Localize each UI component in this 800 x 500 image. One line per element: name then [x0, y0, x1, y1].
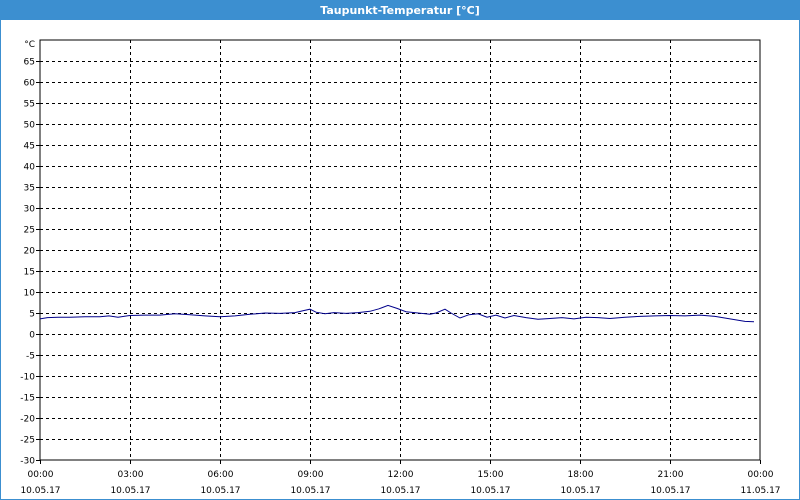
y-tick-label: 45 — [24, 142, 35, 152]
series — [39, 304, 755, 323]
x-tick-date-label: 10.05.17 — [290, 486, 330, 496]
x-tick-date-label: 10.05.17 — [110, 486, 150, 496]
y-tick-label: 15 — [24, 268, 35, 278]
y-tick-label: 35 — [24, 184, 35, 194]
x-tick-date-label: 10.05.17 — [200, 486, 240, 496]
y-tick-label: 0 — [29, 331, 35, 341]
x-tick-time-label: 15:00 — [478, 470, 504, 480]
x-tick-date-label: 10.05.17 — [560, 486, 600, 496]
x-tick-date-label: 10.05.17 — [380, 486, 420, 496]
grid — [40, 40, 760, 460]
x-tick-time-label: 00:00 — [28, 470, 54, 480]
y-axis-unit-label: °C — [24, 40, 35, 50]
x-tick-time-label: 06:00 — [208, 470, 234, 480]
series-line — [39, 304, 755, 323]
y-tick-label: -30 — [20, 457, 35, 467]
y-tick-label: 20 — [24, 247, 36, 257]
x-tick-time-label: 03:00 — [118, 470, 144, 480]
y-tick-label: 30 — [24, 205, 36, 215]
axes — [36, 39, 761, 464]
y-tick-label: -15 — [20, 394, 35, 404]
x-tick-time-label: 18:00 — [568, 470, 594, 480]
y-tick-label: -25 — [20, 436, 35, 446]
y-tick-label: 25 — [24, 226, 35, 236]
y-tick-label: -5 — [26, 352, 35, 362]
y-tick-label: -10 — [20, 373, 35, 383]
chart-title: Taupunkt-Temperatur [°C] — [1, 1, 799, 20]
y-tick-label: 55 — [24, 100, 35, 110]
x-tick-time-label: 00:00 — [748, 470, 774, 480]
y-tick-label: 50 — [24, 121, 36, 131]
x-tick-date-label: 10.05.17 — [470, 486, 510, 496]
x-tick-time-label: 12:00 — [388, 470, 414, 480]
y-tick-label: 10 — [24, 289, 36, 299]
y-tick-label: 5 — [29, 310, 35, 320]
y-tick-label: -20 — [20, 415, 35, 425]
y-tick-label: 60 — [24, 79, 36, 89]
x-tick-time-label: 09:00 — [298, 470, 324, 480]
y-tick-label: 40 — [24, 163, 36, 173]
x-tick-date-label: 11.05.17 — [740, 486, 780, 496]
y-tick-label: 65 — [24, 58, 35, 68]
x-tick-date-label: 10.05.17 — [650, 486, 690, 496]
tick-labels: 65605550454035302520151050-5-10-15-20-25… — [20, 40, 780, 496]
x-tick-date-label: 10.05.17 — [20, 486, 60, 496]
x-tick-time-label: 21:00 — [658, 470, 684, 480]
